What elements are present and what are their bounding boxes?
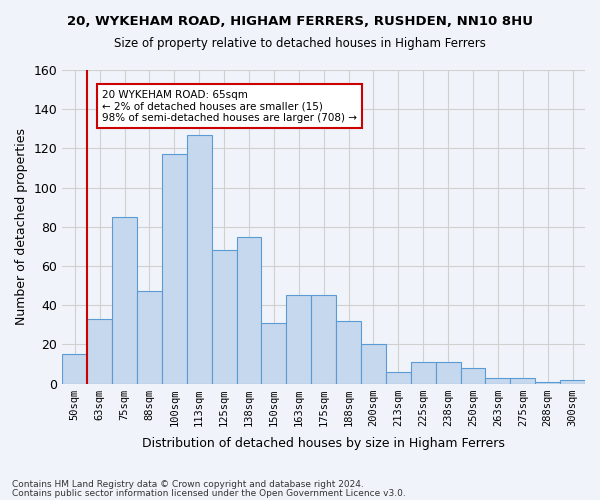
Bar [436,362,461,384]
Bar [62,354,87,384]
Text: 20, WYKEHAM ROAD, HIGHAM FERRERS, RUSHDEN, NN10 8HU: 20, WYKEHAM ROAD, HIGHAM FERRERS, RUSHDE… [67,15,533,28]
Bar [112,217,137,384]
Bar [511,378,535,384]
Bar [336,321,361,384]
Bar [311,296,336,384]
Bar [286,296,311,384]
Bar [262,323,286,384]
Bar [411,362,436,384]
Text: Contains public sector information licensed under the Open Government Licence v3: Contains public sector information licen… [12,488,406,498]
Bar [212,250,236,384]
Text: Size of property relative to detached houses in Higham Ferrers: Size of property relative to detached ho… [114,38,486,51]
Bar [386,372,411,384]
Bar [162,154,187,384]
Bar [485,378,511,384]
Text: 20 WYKEHAM ROAD: 65sqm
← 2% of detached houses are smaller (15)
98% of semi-deta: 20 WYKEHAM ROAD: 65sqm ← 2% of detached … [102,90,357,123]
Y-axis label: Number of detached properties: Number of detached properties [15,128,28,326]
Bar [87,319,112,384]
Bar [361,344,386,384]
Bar [137,292,162,384]
Bar [535,382,560,384]
Bar [187,134,212,384]
Text: Contains HM Land Registry data © Crown copyright and database right 2024.: Contains HM Land Registry data © Crown c… [12,480,364,489]
Bar [560,380,585,384]
Bar [461,368,485,384]
X-axis label: Distribution of detached houses by size in Higham Ferrers: Distribution of detached houses by size … [142,437,505,450]
Bar [236,236,262,384]
